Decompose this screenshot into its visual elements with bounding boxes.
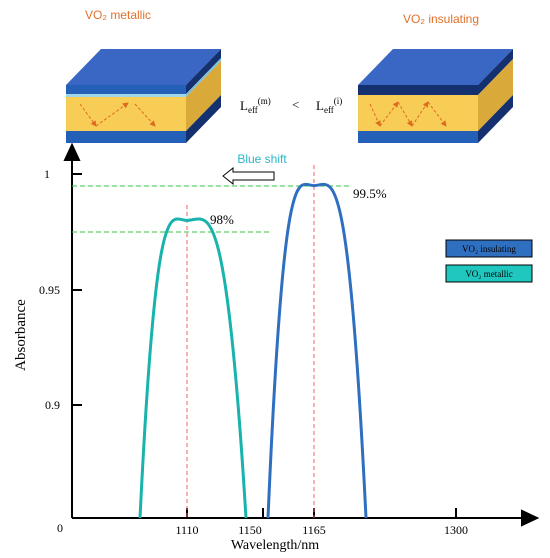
y-tick-label: 0.95 [39, 283, 60, 297]
leff-i-base: L [316, 98, 324, 113]
slab-insulating [358, 49, 513, 143]
leff-i-sub: eff [324, 105, 334, 115]
origin-label: 0 [57, 521, 63, 535]
legend: VO₂ insulating VO₂ metallic [445, 239, 533, 283]
header-right-label: VO₂ insulating [403, 12, 479, 26]
leff-i-sup: (i) [334, 96, 343, 106]
legend-label-metallic: VO₂ metallic [465, 269, 512, 279]
blue-shift-label: Blue shift [237, 152, 287, 166]
tick-labels: 1 0.95 0.9 0 1110 1150 1165 1300 [39, 167, 468, 537]
series-line-insulating [266, 182, 368, 519]
less-than-sign: < [292, 97, 299, 112]
x-tick-label: 1110 [175, 523, 198, 537]
x-tick-label: 1150 [238, 523, 262, 537]
header-left-label: VO₂ metallic [85, 8, 151, 22]
svg-text:Leff(m): Leff(m) [240, 96, 271, 115]
x-tick-label: 1300 [444, 523, 468, 537]
y-axis-arrow [63, 142, 81, 161]
svg-text:Leff(i): Leff(i) [316, 96, 342, 115]
legend-label-insulating: VO₂ insulating [462, 244, 516, 254]
leff-comparison: Leff(m) < Leff(i) [240, 96, 342, 115]
y-tick-label: 0.9 [45, 398, 60, 412]
axes [63, 142, 540, 527]
y-axis-title: Absorbance [13, 299, 29, 371]
leff-m-base: L [240, 98, 248, 113]
y-tick-label: 1 [44, 167, 50, 181]
legend-item-metallic [445, 264, 533, 283]
legend-item-insulating [445, 239, 533, 258]
leff-m-sup: (m) [258, 96, 271, 106]
blue-shift-arrow-icon [222, 166, 275, 186]
peak-label-insulating: 99.5% [353, 186, 387, 201]
peak-label-metallic: 98% [210, 212, 234, 227]
leff-m-sub: eff [248, 105, 258, 115]
x-axis-arrow [521, 509, 540, 527]
series-line-metallic [138, 217, 248, 519]
slab-metallic [66, 49, 221, 143]
x-axis-title: Wavelength/nm [231, 538, 319, 553]
tick-marks [72, 173, 457, 518]
x-tick-label: 1165 [302, 523, 326, 537]
